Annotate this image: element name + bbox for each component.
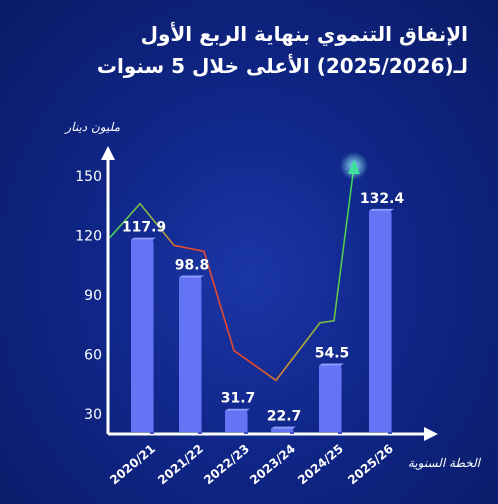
bar (271, 428, 293, 432)
trend-line-group (109, 151, 368, 382)
x-tick-label: 2023/24 (247, 442, 298, 488)
x-axis-arrow (424, 427, 438, 441)
bar-top (225, 408, 250, 411)
y-tick-label: 60 (84, 348, 102, 364)
x-tick-label: 2022/23 (201, 442, 252, 488)
y-tick-label: 150 (75, 169, 102, 185)
y-tick-label: 30 (84, 407, 102, 423)
title-line-2: لـ(2025/2026) الأعلى خلال 5 سنوات (96, 54, 468, 78)
data-label: 117.9 (122, 220, 166, 236)
chart-title: الإنفاق التنموي بنهاية الربع الأول لـ(20… (28, 18, 468, 82)
bar (179, 277, 201, 432)
bars (131, 208, 394, 434)
x-tick-label: 2024/25 (295, 442, 346, 488)
data-label: 31.7 (221, 391, 256, 407)
x-tick-label: 2025/26 (345, 442, 396, 488)
trend-line (109, 165, 355, 382)
bar (131, 239, 153, 432)
x-tick-label: 2021/22 (155, 442, 206, 488)
bar (369, 210, 391, 432)
bar-top (131, 237, 156, 240)
bar (319, 365, 341, 432)
bar-side (290, 430, 294, 434)
y-tick-label: 120 (75, 228, 102, 244)
y-tick-label: 90 (84, 288, 102, 304)
data-label: 54.5 (315, 345, 350, 361)
bar-top (179, 275, 204, 278)
y-axis-arrow (101, 146, 115, 160)
data-label: 132.4 (360, 191, 405, 207)
bar (225, 410, 247, 432)
bar-top (369, 208, 394, 211)
bar-top (319, 363, 344, 366)
data-label: 98.8 (175, 258, 210, 274)
data-label: 22.7 (267, 409, 302, 425)
bar-top (271, 426, 296, 429)
x-axis-title: الخطة السنوية (408, 456, 482, 470)
x-tick-label: 2020/21 (107, 442, 158, 488)
title-line-1: الإنفاق التنموي بنهاية الربع الأول (140, 22, 468, 46)
axes: 30 60 90 120 150 مليون دينار الخطة السنوية (63, 120, 481, 470)
trend-arrow-head (348, 159, 360, 174)
y-axis-title: مليون دينار (63, 120, 120, 134)
